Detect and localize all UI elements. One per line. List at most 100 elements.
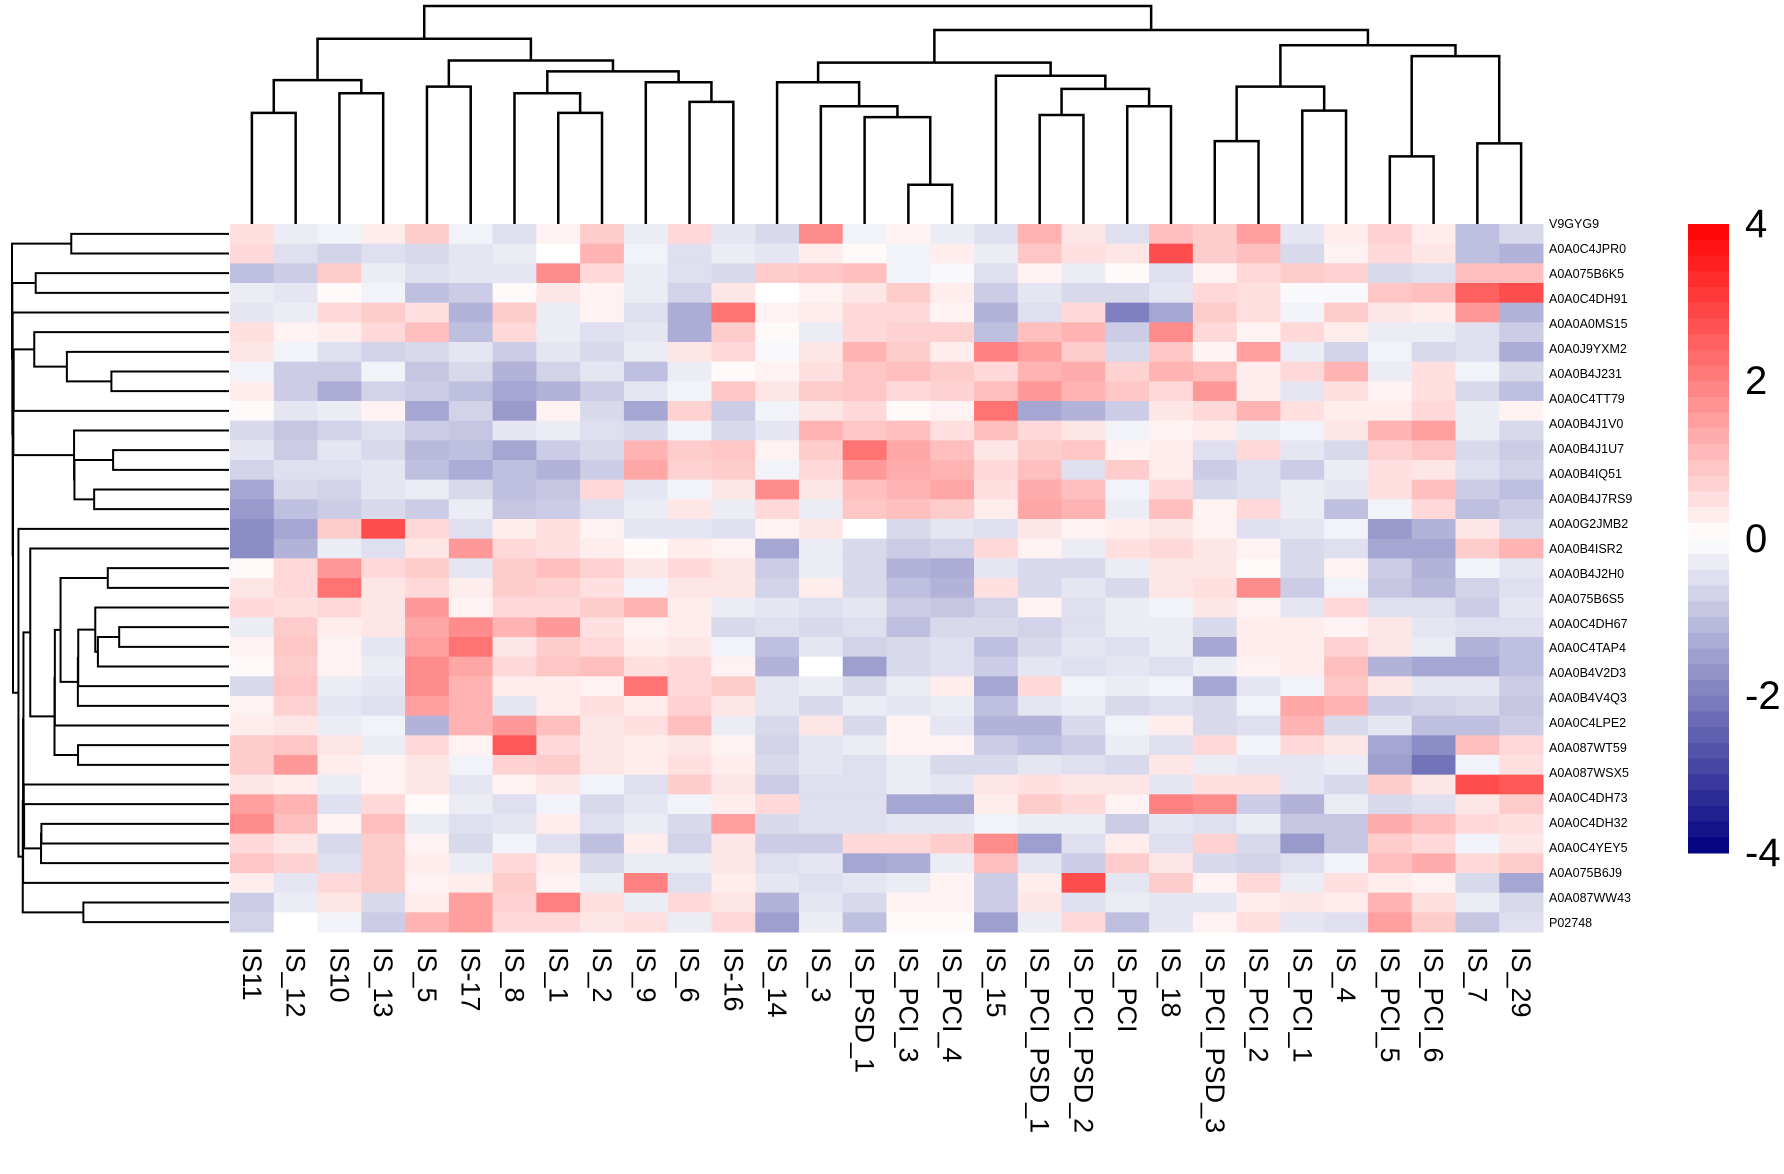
heatmap-cell xyxy=(536,381,581,402)
heatmap-cell xyxy=(974,814,1019,835)
heatmap-cell xyxy=(361,617,406,638)
column-label: IS_PCI_6 xyxy=(1418,947,1449,1063)
heatmap-cell xyxy=(1192,263,1238,284)
heatmap-cell xyxy=(1236,440,1281,461)
heatmap-cell xyxy=(1192,578,1238,599)
heatmap-cell xyxy=(1324,302,1369,323)
heatmap-cell xyxy=(711,322,756,343)
heatmap-cell xyxy=(230,440,275,461)
heatmap-cell xyxy=(667,794,712,815)
heatmap-cell xyxy=(798,814,844,835)
heatmap-cell xyxy=(1061,460,1106,481)
heatmap-cell xyxy=(842,637,887,658)
color-legend-bar xyxy=(1688,224,1729,854)
heatmap-cell xyxy=(405,558,450,579)
heatmap-cell xyxy=(1280,479,1325,500)
heatmap-cell xyxy=(1149,853,1194,874)
heatmap-cell xyxy=(1236,224,1281,245)
color-legend-step xyxy=(1688,491,1729,508)
heatmap-cell xyxy=(1455,302,1500,323)
heatmap-cell xyxy=(1455,322,1500,343)
heatmap-cell xyxy=(1017,401,1063,422)
heatmap-cell xyxy=(1455,420,1500,441)
heatmap-cell xyxy=(974,302,1019,323)
row-dendrogram-branch xyxy=(23,803,229,850)
heatmap-cell xyxy=(711,656,756,677)
heatmap-cell xyxy=(1367,617,1413,638)
heatmap-cell xyxy=(1236,696,1281,717)
heatmap-cell xyxy=(1324,479,1369,500)
heatmap-cell xyxy=(1149,637,1194,658)
heatmap-cell xyxy=(886,853,931,874)
color-legend-step xyxy=(1688,601,1729,618)
heatmap-cell xyxy=(1411,637,1456,658)
heatmap-cell xyxy=(1017,656,1063,677)
column-label: IS10 xyxy=(324,947,355,1003)
heatmap-cell xyxy=(667,263,712,284)
column-dendrogram-branch xyxy=(819,105,899,224)
heatmap-cell xyxy=(361,814,406,835)
heatmap-cell xyxy=(536,774,581,795)
heatmap-cell xyxy=(317,833,362,854)
color-legend-step xyxy=(1688,396,1729,414)
heatmap-cell xyxy=(1499,519,1544,540)
heatmap-cell xyxy=(1455,774,1500,795)
heatmap-cell xyxy=(798,499,844,520)
heatmap-cell xyxy=(1017,774,1063,795)
heatmap-cell xyxy=(1105,873,1150,894)
heatmap-cell xyxy=(536,538,581,559)
heatmap-cell xyxy=(711,794,756,815)
heatmap-cell xyxy=(1149,715,1194,736)
row-label: A0A0C4DH73 xyxy=(1549,791,1628,806)
column-dendrogram-branch xyxy=(447,59,615,87)
heatmap-cell xyxy=(755,912,800,933)
heatmap-cell xyxy=(930,342,975,363)
heatmap-cell xyxy=(230,499,275,520)
heatmap-cell xyxy=(1324,853,1369,874)
heatmap-cell xyxy=(1061,302,1106,323)
heatmap-cell xyxy=(317,420,362,441)
heatmap-cell xyxy=(448,381,494,402)
heatmap-cell xyxy=(1455,519,1500,540)
color-legend-step xyxy=(1688,444,1729,461)
heatmap-cell xyxy=(974,440,1019,461)
heatmap-cell xyxy=(580,558,625,579)
heatmap-cell xyxy=(536,479,581,500)
heatmap-cell xyxy=(930,892,975,913)
heatmap-cell xyxy=(448,794,494,815)
heatmap-cell xyxy=(1324,597,1369,618)
color-legend-step xyxy=(1688,459,1729,477)
heatmap-cell xyxy=(623,814,669,835)
heatmap-cell xyxy=(492,755,537,776)
heatmap-cell xyxy=(623,912,669,933)
heatmap-cell xyxy=(1499,637,1544,658)
heatmap-cell xyxy=(361,656,406,677)
heatmap-cell xyxy=(1017,243,1063,264)
heatmap-cell xyxy=(1061,794,1106,815)
heatmap-cell xyxy=(798,833,844,854)
row-label: A0A0A0MS15 xyxy=(1549,316,1628,331)
heatmap-cell xyxy=(1236,460,1281,481)
heatmap-cell xyxy=(492,224,537,245)
heatmap-cell xyxy=(667,243,712,264)
heatmap-cell xyxy=(448,322,494,343)
heatmap-cell xyxy=(536,892,581,913)
heatmap-cell xyxy=(798,853,844,874)
heatmap-cell xyxy=(1455,853,1500,874)
heatmap-cell xyxy=(492,735,537,756)
heatmap-cell xyxy=(1455,656,1500,677)
heatmap-cell xyxy=(361,912,406,933)
heatmap-cell xyxy=(1367,912,1413,933)
heatmap-cell xyxy=(1411,617,1456,638)
heatmap-cell xyxy=(1105,460,1150,481)
heatmap-cell xyxy=(361,833,406,854)
heatmap-cell xyxy=(1280,735,1325,756)
heatmap-cell xyxy=(1411,538,1456,559)
heatmap-cell xyxy=(886,322,931,343)
row-label: A0A087WW43 xyxy=(1549,891,1631,906)
heatmap-cell xyxy=(1017,420,1063,441)
heatmap-cell xyxy=(580,853,625,874)
heatmap-cell xyxy=(448,499,494,520)
heatmap-cell xyxy=(1411,302,1456,323)
heatmap-cell xyxy=(623,302,669,323)
